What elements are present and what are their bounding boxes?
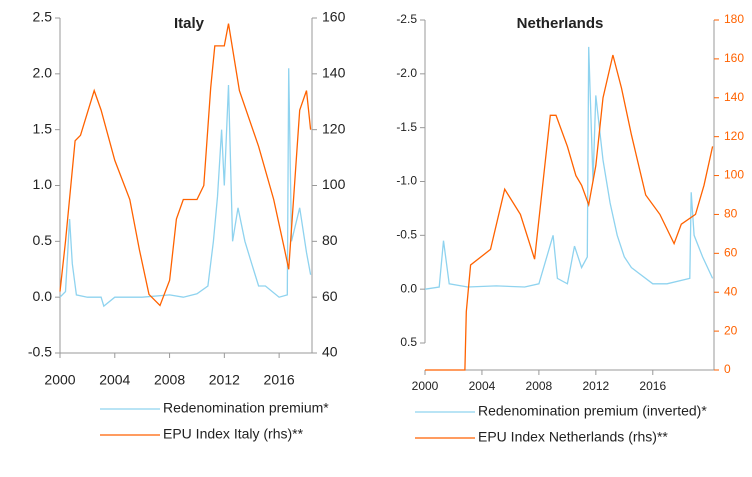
data-line: [424, 46, 714, 290]
x-tick-label: 2016: [264, 372, 295, 388]
y2-tick-label: 160: [322, 9, 346, 25]
y2-tick-label: 60: [724, 246, 738, 260]
y2-tick-label: 80: [724, 207, 738, 221]
y-tick-label: 2.0: [33, 65, 53, 81]
y-tick-label: 1.0: [33, 176, 53, 192]
legend-label: Redenomination premium*: [163, 400, 329, 416]
y2-tick-label: 100: [724, 168, 744, 182]
data-line: [59, 23, 312, 307]
y-tick-label: 0.0: [33, 288, 53, 304]
data-line: [59, 68, 312, 308]
chart-title: Netherlands: [517, 15, 604, 32]
y2-tick-label: 0: [724, 362, 731, 376]
y2-tick-label: 180: [724, 12, 744, 26]
x-tick-label: 2008: [526, 379, 553, 393]
y-tick-label: -2.0: [396, 66, 417, 80]
chart-title: Italy: [174, 15, 205, 32]
y2-tick-label: 60: [322, 288, 338, 304]
y2-tick-label: 40: [724, 284, 738, 298]
y2-tick-label: 140: [724, 90, 744, 104]
y-tick-label: -1.5: [396, 120, 417, 134]
y-tick-label: -0.5: [28, 344, 52, 360]
x-tick-label: 2016: [639, 379, 666, 393]
x-tick-label: 2000: [44, 372, 75, 388]
x-tick-label: 2004: [469, 379, 496, 393]
y2-tick-label: 120: [322, 120, 346, 136]
y-tick-label: 1.5: [33, 120, 53, 136]
y2-tick-label: 20: [724, 323, 738, 337]
x-tick-label: 2012: [209, 372, 240, 388]
x-tick-label: 2004: [99, 372, 130, 388]
y-tick-label: 0.0: [400, 281, 417, 295]
y-tick-label: -0.5: [396, 228, 417, 242]
y2-tick-label: 140: [322, 65, 346, 81]
y2-tick-label: 80: [322, 232, 338, 248]
legend-label: Redenomination premium (inverted)*: [478, 403, 707, 419]
y2-tick-label: 100: [322, 176, 346, 192]
y-tick-label: 0.5: [33, 232, 53, 248]
x-tick-label: 2008: [154, 372, 185, 388]
y-tick-label: -2.5: [396, 12, 417, 26]
x-tick-label: 2000: [412, 379, 439, 393]
y2-tick-label: 40: [322, 344, 338, 360]
y-tick-label: -1.0: [396, 174, 417, 188]
y-tick-label: 2.5: [33, 9, 53, 25]
data-line: [425, 54, 714, 371]
legend-label: EPU Index Netherlands (rhs)**: [478, 429, 668, 445]
y-tick-label: 0.5: [400, 335, 417, 349]
legend-label: EPU Index Italy (rhs)**: [163, 426, 304, 442]
y2-tick-label: 160: [724, 51, 744, 65]
x-tick-label: 2012: [582, 379, 609, 393]
y2-tick-label: 120: [724, 129, 744, 143]
